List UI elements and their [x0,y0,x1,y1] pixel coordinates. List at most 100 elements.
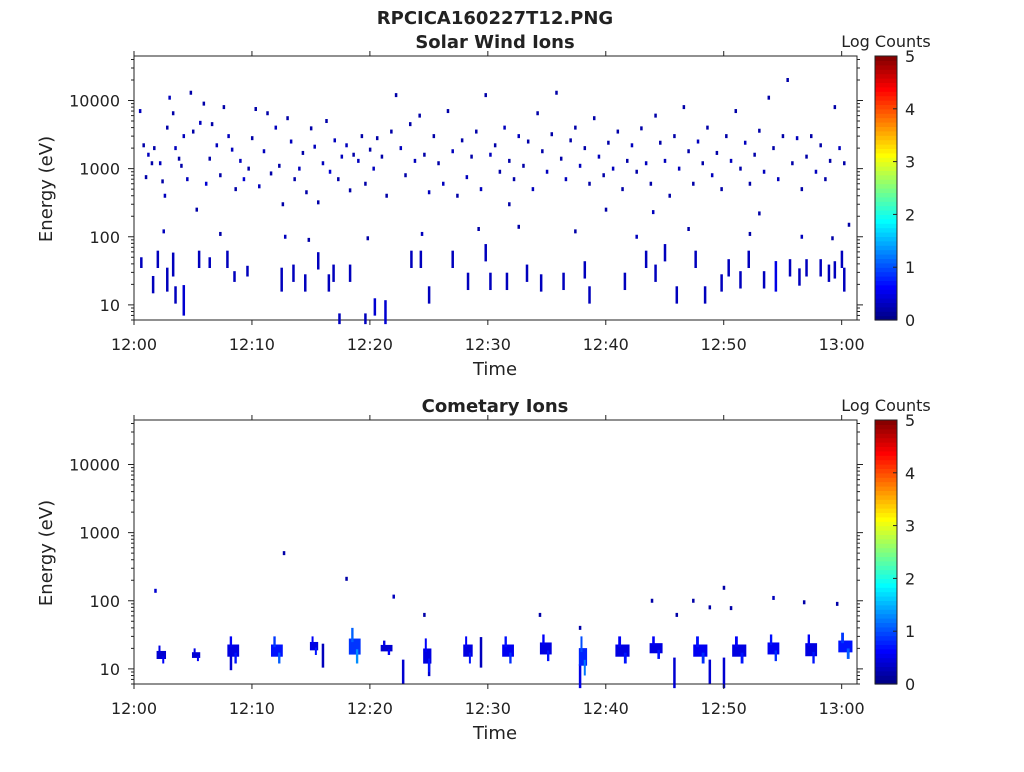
colorbar-swatch [875,428,897,434]
colorbar-swatch [875,530,897,535]
data-pixel [345,576,348,581]
data-bar [673,657,676,689]
data-pixel [161,179,164,184]
data-cluster-tail [278,652,281,664]
colorbar-swatch [875,455,897,461]
data-cluster [423,648,432,664]
data-bar [280,267,283,292]
colorbar-tick-label: 5 [905,47,915,66]
colorbar-tick-label: 2 [905,205,915,224]
data-pixel [316,200,320,205]
data-pixel [578,625,582,630]
data-bar [229,646,233,671]
data-bar [140,257,143,269]
data-pixel [722,585,726,590]
data-pixel [810,134,813,139]
data-pixel [635,169,638,174]
data-pixel [708,605,712,610]
colorbar-swatch [875,609,897,615]
data-pixel [604,207,608,212]
data-pixel [578,163,582,168]
data-pixel [701,161,704,166]
data-pixel [819,143,822,148]
data-pixel [446,109,450,114]
data-pixel [423,612,426,617]
data-pixel [227,134,230,139]
data-cluster [463,644,473,657]
data-pixel [413,158,417,163]
data-pixel [555,90,558,95]
colorbar-label: Log Counts [841,396,931,415]
data-pixel [758,211,761,216]
data-pixel [147,152,150,157]
data-pixel [282,551,286,556]
data-pixel [828,158,832,163]
data-pixel [366,236,370,241]
colorbar-tick-label: 4 [905,100,915,119]
data-pixel [418,113,421,118]
colorbar-swatch [875,152,897,158]
data-bar [798,268,801,286]
data-pixel [569,138,572,143]
data-cluster-tail [468,652,471,664]
data-pixel [465,175,469,180]
colorbar-swatch [875,214,897,220]
y-tick-label: 100 [89,228,120,247]
data-pixel [791,161,794,166]
data-pixel [630,143,634,148]
colorbar-swatch [875,486,897,491]
data-pixel [266,111,269,116]
data-bar [427,286,431,304]
data-pixel [663,158,667,163]
colorbar-swatch [875,298,897,303]
data-bar [562,272,565,291]
colorbar-tick-label: 5 [905,411,915,430]
colorbar-swatch [875,254,897,259]
data-pixel [559,156,563,161]
data-pixel [138,109,142,114]
data-bar [774,261,778,292]
data-pixel [838,146,841,151]
data-bar [246,265,249,277]
data-pixel [781,134,785,139]
colorbar-swatch [875,596,897,601]
data-pixel [564,177,568,182]
colorbar-swatch [875,648,897,654]
data-bar [644,250,648,269]
data-bar [166,267,169,292]
colorbar-swatch [875,565,897,571]
data-cluster [539,642,552,655]
data-pixel [307,237,311,242]
data-pixel [814,169,818,174]
data-cluster-peak [273,636,276,648]
colorbar-swatch [875,179,897,185]
data-bar [401,659,405,684]
colorbar-swatch [875,302,897,308]
data-cluster [270,644,283,657]
data-cluster-tail [234,652,237,664]
data-pixel [668,193,671,198]
data-bar [762,271,766,289]
data-cluster-peak [311,636,314,644]
data-cluster-tail [740,652,744,664]
x-tick-label: 12:30 [465,335,511,354]
data-pixel [843,161,846,166]
data-bar [703,286,707,304]
data-pixel [800,187,804,192]
colorbar-tick-label: 1 [905,258,915,277]
colorbar-swatch [875,622,897,628]
data-pixel [607,140,610,145]
colorbar-swatch [875,464,897,469]
data-pixel [538,612,542,617]
colorbar-swatch [875,574,897,579]
data-pixel [715,150,719,155]
data-bar [708,659,712,684]
data-pixel [531,187,535,192]
data-pixel [328,169,332,174]
colorbar-frame [874,55,898,321]
data-pixel [230,147,234,152]
data-pixel [162,229,165,234]
data-pixel [753,152,756,157]
colorbar-swatch [875,293,897,299]
data-cluster-peak [580,636,583,653]
